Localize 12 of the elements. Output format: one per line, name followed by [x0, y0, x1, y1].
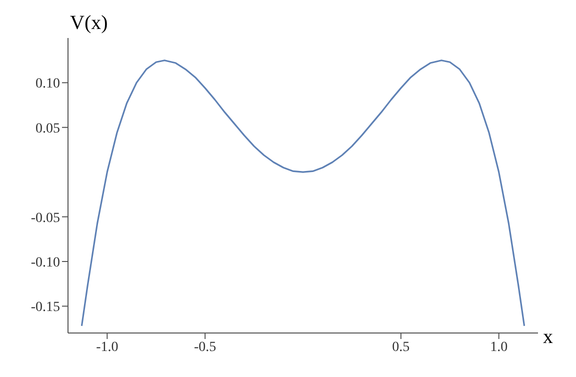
y-tick-label: -0.15: [30, 300, 60, 316]
y-axis-title: V(x): [70, 12, 108, 35]
x-tick-label: -0.5: [194, 340, 216, 355]
y-tick-label: -0.10: [30, 255, 60, 270]
x-axis-title: x: [543, 326, 553, 349]
x-tick-label: 0.5: [392, 340, 410, 355]
y-tick-label: 0.10: [36, 76, 60, 92]
line-series: [80, 60, 526, 327]
x-tick-label: 1.0: [490, 340, 508, 355]
x-tick-label: -1.0: [96, 340, 118, 355]
y-tick-label: -0.05: [30, 210, 60, 226]
y-tick-label: 0.05: [36, 121, 60, 136]
